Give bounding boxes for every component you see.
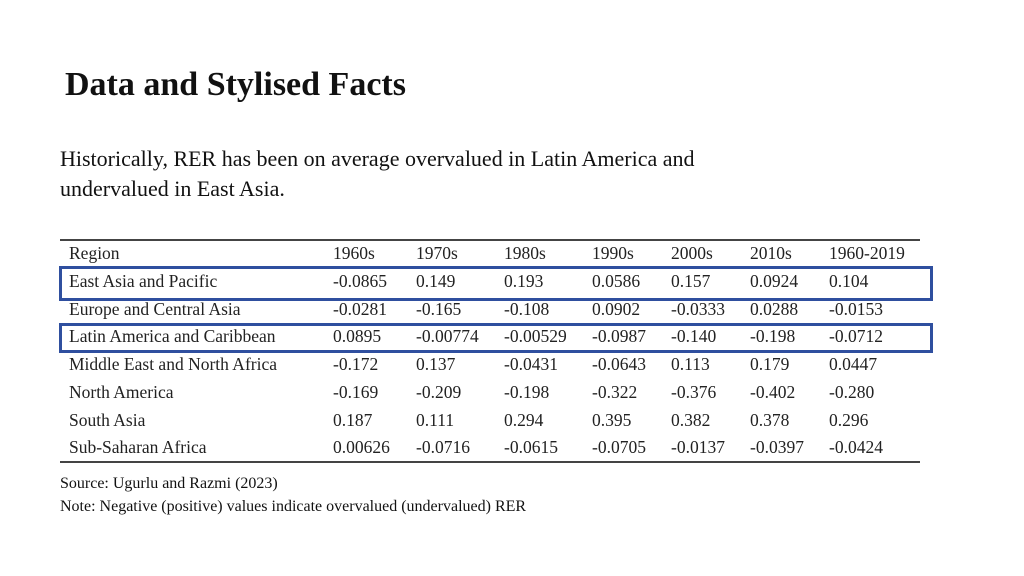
- table-cell: 0.137: [416, 354, 456, 375]
- table-cell: -0.0333: [671, 298, 725, 319]
- table-cell: -0.00774: [416, 326, 479, 347]
- table-cell: 0.296: [829, 409, 869, 430]
- table-cell: 0.0586: [592, 271, 641, 291]
- row-label: Europe and Central Asia: [69, 298, 241, 319]
- row-label: Sub-Saharan Africa: [69, 437, 207, 458]
- table-cell: -0.00529: [504, 326, 567, 347]
- table-cell: 0.157: [671, 271, 711, 291]
- table-cell: 0.0902: [592, 298, 641, 319]
- column-header: 1960s: [333, 243, 375, 263]
- column-header: 2010s: [750, 243, 792, 263]
- table-cell: -0.0705: [592, 437, 646, 458]
- table-rule: [60, 461, 920, 463]
- column-header: 1970s: [416, 243, 458, 263]
- highlight-box: [59, 266, 933, 301]
- table-cell: -0.0153: [829, 298, 883, 319]
- table-cell: 0.179: [750, 354, 790, 375]
- table-cell: -0.172: [333, 354, 379, 375]
- table-cell: 0.104: [829, 271, 869, 291]
- column-header: 1960-2019: [829, 243, 905, 263]
- column-header: 1980s: [504, 243, 546, 263]
- body-text: undervalued in East Asia.: [60, 176, 285, 201]
- table-cell: -0.280: [829, 381, 875, 402]
- table-cell: 0.0895: [333, 326, 382, 347]
- footnote: Note: Negative (positive) values indicat…: [60, 498, 527, 515]
- table-cell: -0.0281: [333, 298, 387, 319]
- row-label: Latin America and Caribbean: [69, 326, 276, 347]
- table-rule: [60, 239, 920, 241]
- highlight-box: [59, 323, 933, 353]
- table-cell: -0.322: [592, 381, 638, 402]
- table-cell: -0.0865: [333, 271, 387, 291]
- table-cell: 0.149: [416, 271, 456, 291]
- body-text: Historically, RER has been on average ov…: [60, 146, 695, 171]
- table-cell: -0.0987: [592, 326, 646, 347]
- table-cell: 0.187: [333, 409, 373, 430]
- row-label: North America: [69, 381, 174, 402]
- column-header: 1990s: [592, 243, 634, 263]
- table-cell: 0.382: [671, 409, 711, 430]
- table-cell: -0.0716: [416, 437, 470, 458]
- table-cell: 0.0447: [829, 354, 878, 375]
- slide-title: Data and Stylised Facts: [65, 66, 406, 103]
- table-cell: -0.198: [504, 381, 550, 402]
- column-header: Region: [69, 243, 120, 263]
- table-cell: -0.198: [750, 326, 796, 347]
- table-cell: -0.140: [671, 326, 717, 347]
- table-cell: -0.0431: [504, 354, 558, 375]
- table-cell: -0.0397: [750, 437, 804, 458]
- table-cell: 0.111: [416, 409, 455, 430]
- table-cell: 0.0288: [750, 298, 799, 319]
- table-cell: -0.108: [504, 298, 550, 319]
- table-cell: -0.0712: [829, 326, 883, 347]
- table-cell: -0.0615: [504, 437, 558, 458]
- source-note: Source: Ugurlu and Razmi (2023): [60, 475, 278, 492]
- table-cell: 0.193: [504, 271, 544, 291]
- table-cell: 0.395: [592, 409, 632, 430]
- column-header: 2000s: [671, 243, 713, 263]
- table-cell: 0.294: [504, 409, 544, 430]
- table-cell: 0.378: [750, 409, 790, 430]
- table-cell: -0.0424: [829, 437, 883, 458]
- table-cell: -0.209: [416, 381, 462, 402]
- row-label: East Asia and Pacific: [69, 271, 218, 291]
- table-cell: 0.00626: [333, 437, 390, 458]
- row-label: Middle East and North Africa: [69, 354, 278, 375]
- row-label: South Asia: [69, 409, 146, 430]
- table-cell: 0.0924: [750, 271, 799, 291]
- table-cell: -0.165: [416, 298, 462, 319]
- table-cell: -0.376: [671, 381, 717, 402]
- table-cell: -0.169: [333, 381, 379, 402]
- table-cell: 0.113: [671, 354, 710, 375]
- table-cell: -0.0137: [671, 437, 725, 458]
- table-cell: -0.402: [750, 381, 796, 402]
- table-cell: -0.0643: [592, 354, 646, 375]
